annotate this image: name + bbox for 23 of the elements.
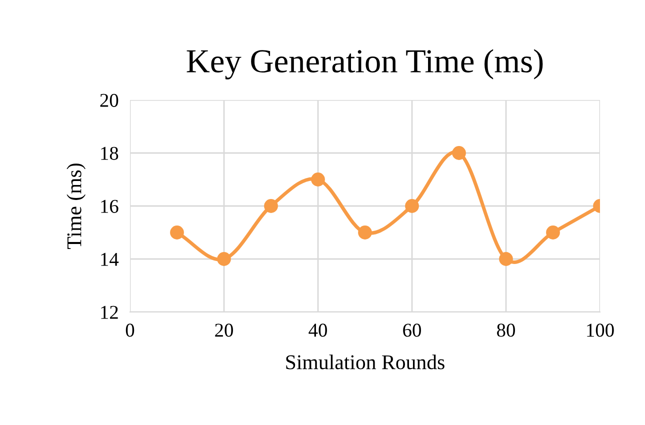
y-tick-label: 14 [101, 252, 119, 266]
x-tick-label: 0 [126, 324, 134, 337]
x-tick-label: 20 [215, 324, 233, 337]
y-tick-label: 18 [101, 146, 118, 160]
y-tick-label: 20 [100, 94, 118, 107]
y-tick-label: 12 [101, 306, 118, 319]
point [217, 252, 231, 266]
x-axis-title: Simulation Rounds [286, 354, 444, 370]
point [405, 199, 419, 213]
point [546, 226, 560, 240]
point [452, 146, 466, 160]
y-axis-title: Time (ms) [66, 164, 86, 249]
chart-title: Key Generation Time (ms) [186, 49, 543, 80]
x-tick-label: 40 [308, 324, 327, 337]
x-tick-label: 80 [497, 324, 515, 337]
point [499, 252, 513, 266]
x-tick-label: 100 [587, 324, 614, 337]
point [264, 199, 278, 213]
point [358, 226, 372, 240]
y-tick-label: 16 [101, 200, 118, 213]
point [311, 172, 325, 186]
point [170, 226, 184, 240]
x-tick-label: 60 [403, 324, 421, 337]
